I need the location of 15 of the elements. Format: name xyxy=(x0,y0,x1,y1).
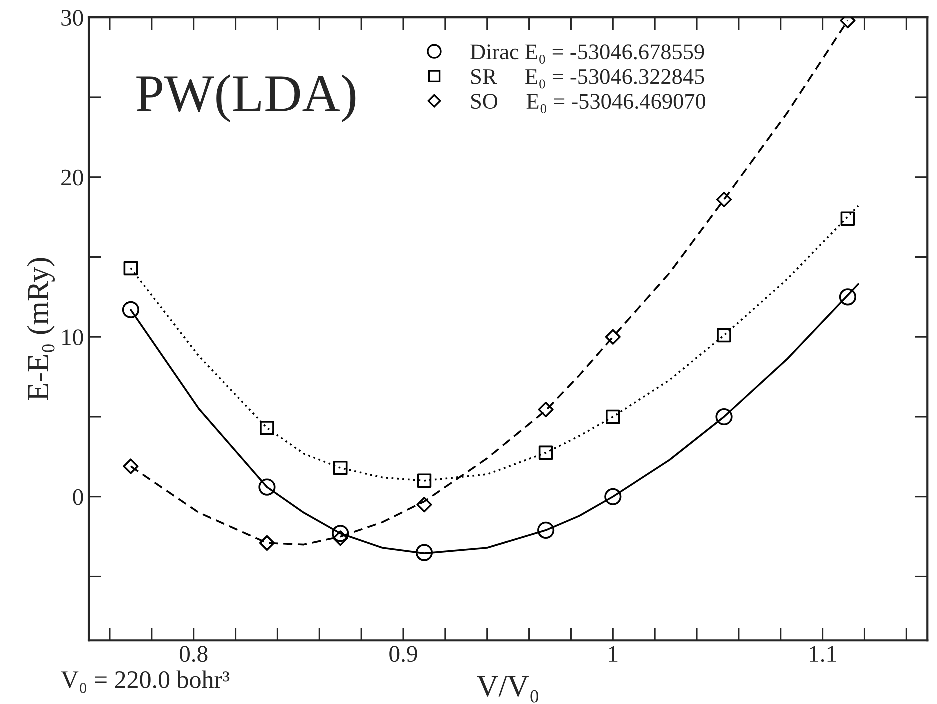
x-tick-label: 1 xyxy=(609,646,618,662)
y-tick-label: 10 xyxy=(62,330,84,346)
legend-label: SO E₀ = -53046.469070 xyxy=(472,94,706,114)
legend-label: Dirac E₀ = -53046.678559 xyxy=(470,44,704,64)
text: PW(LDA) xyxy=(136,74,356,123)
x-axis-title: V/V₀ xyxy=(477,676,539,703)
x-tick-label: 0.8 xyxy=(180,646,208,662)
x-tick-label: 0.9 xyxy=(390,646,418,662)
y-tick-label: 0 xyxy=(73,489,84,506)
legend-label: SR E₀ = -53046.322845 xyxy=(472,69,704,89)
y-axis-title: E-E₀ (mRy) xyxy=(27,258,55,400)
x-tick-label: 1.1 xyxy=(810,646,836,662)
y-tick-label: 30 xyxy=(62,10,84,26)
text: V₀ = 220.0 bohr³ xyxy=(61,670,230,694)
y-tick-label: 20 xyxy=(62,170,84,186)
